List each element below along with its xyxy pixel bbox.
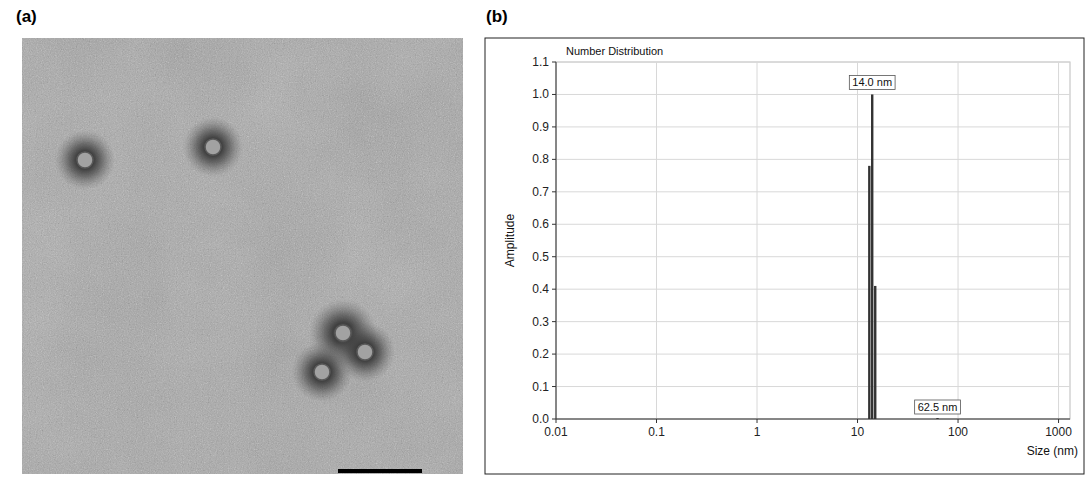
plot-area xyxy=(556,62,1070,419)
image-noise xyxy=(22,38,463,474)
particle-core xyxy=(77,152,93,168)
tick-mark xyxy=(1058,419,1059,423)
grid-line xyxy=(556,256,1070,257)
grid-line xyxy=(556,419,1070,420)
tick-mark xyxy=(552,386,556,387)
grid-line xyxy=(556,354,1070,355)
particle-halo xyxy=(183,117,243,177)
grid-line xyxy=(556,126,1070,127)
tick-label: 0.0 xyxy=(532,412,549,426)
particle-core xyxy=(335,325,351,341)
tick-mark xyxy=(552,126,556,127)
tick-label: 0.6 xyxy=(532,217,549,231)
grid-line xyxy=(556,159,1070,160)
annotation: 14.0 nm xyxy=(852,76,892,88)
particle-core xyxy=(314,364,330,380)
tick-label: 0.5 xyxy=(532,250,549,264)
grid-line xyxy=(1058,62,1059,419)
panel-label: (a) xyxy=(16,7,37,26)
scale-bar xyxy=(338,469,422,473)
bar xyxy=(874,286,876,419)
tick-label: 1000 xyxy=(1045,425,1072,439)
bar xyxy=(871,94,873,419)
tick-label: 0.01 xyxy=(544,425,568,439)
tick-label: 0.7 xyxy=(532,185,549,199)
chart-frame xyxy=(485,38,1084,474)
tick-label: 100 xyxy=(948,425,968,439)
tick-label: 1.0 xyxy=(532,87,549,101)
image-blotches xyxy=(22,38,463,474)
tick-mark xyxy=(552,354,556,355)
tick-mark xyxy=(552,224,556,225)
tick-label: 0.1 xyxy=(648,425,665,439)
y-axis-title: Amplitude xyxy=(503,214,517,268)
grid-line xyxy=(556,386,1070,387)
grid-line xyxy=(757,62,758,419)
bar xyxy=(868,166,870,419)
tick-mark xyxy=(656,419,657,423)
annotation: 62.5 nm xyxy=(918,401,958,413)
panel-label: (b) xyxy=(486,7,508,26)
particle-halo xyxy=(292,342,352,402)
tick-mark xyxy=(552,191,556,192)
particle-halo xyxy=(55,130,115,190)
bars xyxy=(868,94,939,419)
tick-label: 0.2 xyxy=(532,347,549,361)
tick-mark xyxy=(757,419,758,423)
chart-title: Number Distribution xyxy=(566,45,663,57)
grid-line xyxy=(857,62,858,419)
grid-line xyxy=(556,289,1070,290)
x-axis xyxy=(556,419,1070,420)
y-axis xyxy=(556,62,557,419)
image-ground xyxy=(22,38,463,474)
x-axis-title: Size (nm) xyxy=(1027,444,1078,458)
tick-mark xyxy=(552,289,556,290)
tick-mark xyxy=(552,94,556,95)
tick-label: 1.1 xyxy=(532,55,549,69)
tick-label: 0.3 xyxy=(532,315,549,329)
particle-core xyxy=(357,344,373,360)
tick-label: 0.9 xyxy=(532,120,549,134)
tick-mark xyxy=(556,419,557,423)
micrograph xyxy=(22,38,463,474)
tick-mark xyxy=(552,159,556,160)
grid-line xyxy=(958,62,959,419)
tick-mark xyxy=(552,321,556,322)
grid-line xyxy=(556,321,1070,322)
tick-mark xyxy=(552,62,556,63)
tick-label: 10 xyxy=(851,425,865,439)
grid-line xyxy=(556,94,1070,95)
grid-line xyxy=(656,62,657,419)
tick-mark xyxy=(958,419,959,423)
tick-mark xyxy=(552,256,556,257)
bar xyxy=(936,418,938,419)
tick-label: 0.4 xyxy=(532,282,549,296)
tick-mark xyxy=(552,419,556,420)
tick-mark xyxy=(857,419,858,423)
grid xyxy=(556,62,1070,419)
grid-line xyxy=(556,191,1070,192)
grid-line xyxy=(556,62,557,419)
tick-label: 1 xyxy=(754,425,761,439)
grid-line xyxy=(556,62,1070,63)
annotation-box xyxy=(849,75,895,89)
particle-core xyxy=(205,139,221,155)
tick-label: 0.1 xyxy=(532,380,549,394)
grid-line xyxy=(556,224,1070,225)
tick-label: 0.8 xyxy=(532,152,549,166)
annotation-box xyxy=(915,400,961,414)
figure: (a) (b) 0.0 0.1 0.2 0.3 0.4 0.5 0.6 0.7 0.8 0.9 1.0 1… xyxy=(0,0,1090,477)
